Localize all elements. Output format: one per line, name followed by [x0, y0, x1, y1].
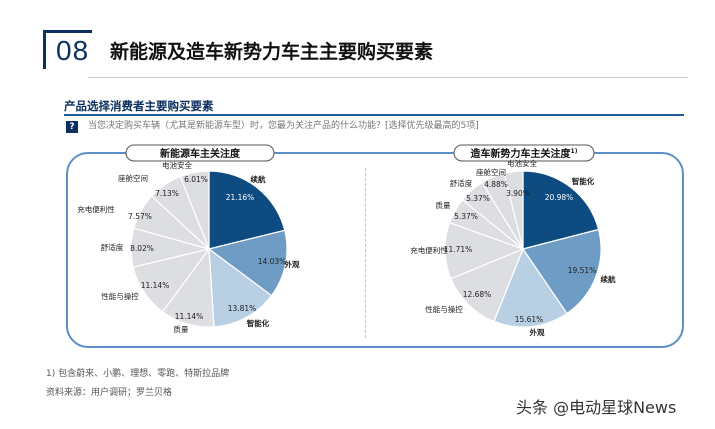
slice-value-label: 13.81%	[228, 304, 257, 313]
pie-slice	[450, 247, 525, 323]
slice-value-label: 21.16%	[226, 193, 255, 202]
slice-category-label: 充电便利性	[410, 245, 448, 255]
slice-category-label: 座舱空间	[476, 167, 506, 177]
pie-slice	[179, 170, 210, 250]
section-number: 08	[56, 35, 90, 66]
slice-category-label: 座舱空间	[118, 173, 148, 183]
source-note: 资料来源：用户调研；罗兰贝格	[46, 388, 173, 398]
panel-divider	[365, 168, 366, 338]
slice-category-label: 外观	[530, 327, 545, 337]
section-subtitle: 产品选择消费者主要购买要素	[64, 99, 214, 113]
header-divider	[88, 77, 688, 78]
slice-value-label: 5.37%	[466, 194, 490, 203]
slice-category-label: 电池安全	[507, 158, 537, 168]
survey-question: 当您决定购买车辆（尤其是新能源车型）时，您最为关注产品的什么功能？[选择优先级最…	[88, 121, 479, 131]
pie-slice	[208, 170, 286, 250]
chart-title: 造车新势力车主关注度1)	[471, 147, 578, 160]
pie-slice	[208, 247, 273, 328]
page-title: 新能源及造车新势力车主主要购买要素	[110, 41, 434, 63]
slice-value-label: 20.98%	[545, 193, 574, 202]
slice-category-label: 质量	[436, 200, 451, 210]
pie-slice	[207, 229, 288, 297]
slice-value-label: 7.57%	[128, 212, 152, 221]
slice-value-label: 7.13%	[155, 189, 179, 198]
slice-value-label: 15.61%	[515, 315, 544, 324]
slice-category-label: 质量	[174, 324, 189, 334]
slice-category-label: 续航	[251, 174, 266, 184]
slice-category-label: 智能化	[247, 318, 270, 328]
slice-category-label: 舒适度	[101, 242, 124, 252]
pie-chart-2: 造车新势力车主关注度1) 智能化 20.98% 续航 19.51% 外观 15.61% 性能与…	[410, 144, 616, 337]
slice-category-label: 性能与操控	[101, 291, 139, 301]
watermark: 头条 @电动星球News	[516, 398, 677, 417]
subtitle-divider	[64, 114, 684, 116]
slice-category-label: 舒适度	[450, 178, 473, 188]
slice-value-label: 5.37%	[454, 212, 478, 221]
pie-slice	[503, 170, 524, 250]
pie-slice	[522, 228, 602, 315]
header-bracket	[43, 30, 92, 69]
slice-value-label: 4.88%	[484, 180, 508, 189]
slice-value-label: 3.90%	[506, 189, 530, 198]
slice-value-label: 11.14%	[175, 312, 204, 321]
slice-value-label: 14.03%	[258, 257, 287, 266]
pie-slice	[493, 247, 568, 328]
slice-value-label: 19.51%	[568, 266, 597, 275]
chart-title-box	[453, 144, 595, 162]
footnote: 1) 包含蔚来、小鹏、理想、零跑、特斯拉品牌	[46, 369, 230, 379]
question-icon: ?	[66, 121, 78, 133]
slice-category-label: 外观	[285, 259, 300, 269]
slice-value-label: 11.14%	[141, 281, 170, 290]
slice-category-label: 性能与操控	[425, 304, 463, 314]
slice-value-label: 8.02%	[130, 244, 154, 253]
charts-panel	[66, 152, 684, 348]
chart-title-box	[125, 144, 275, 162]
slice-category-label: 续航	[601, 274, 616, 284]
slice-value-label: 12.68%	[463, 290, 492, 299]
pie-slice	[522, 170, 600, 250]
slice-value-label: 6.01%	[184, 175, 208, 184]
slice-category-label: 电池安全	[162, 160, 192, 170]
chart-title: 新能源车主关注度	[160, 147, 241, 160]
slice-category-label: 智能化	[572, 176, 595, 186]
slice-category-label: 充电便利性	[77, 204, 115, 214]
chart-title-superscript: 1)	[571, 148, 578, 155]
slice-value-label: 11.71%	[444, 245, 473, 254]
